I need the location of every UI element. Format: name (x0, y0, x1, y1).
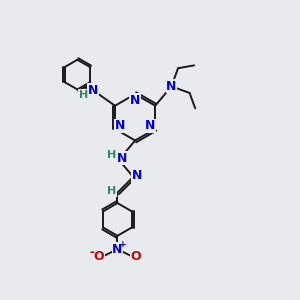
Text: N: N (88, 84, 98, 97)
Text: O: O (130, 250, 141, 263)
Text: N: N (145, 119, 155, 132)
Text: N: N (115, 119, 125, 132)
Text: H: H (107, 186, 116, 196)
Text: N: N (112, 243, 123, 256)
Text: N: N (166, 80, 177, 93)
Text: H: H (79, 90, 88, 100)
Text: N: N (130, 94, 140, 106)
Text: -: - (90, 246, 94, 259)
Text: N: N (132, 169, 142, 182)
Text: H: H (107, 150, 116, 161)
Text: O: O (94, 250, 104, 263)
Text: +: + (119, 240, 127, 249)
Text: N: N (117, 152, 127, 165)
